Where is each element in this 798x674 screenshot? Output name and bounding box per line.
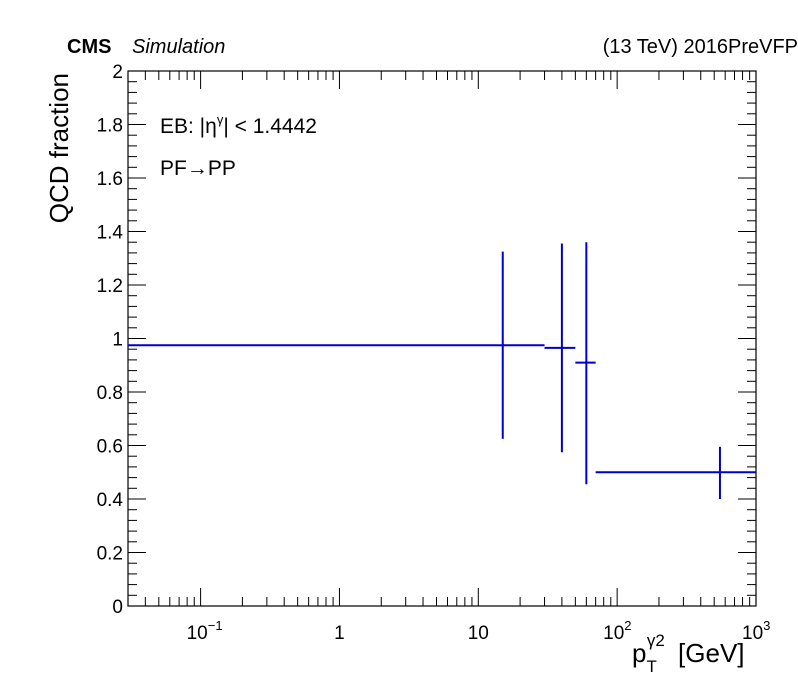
plot-frame [127,70,757,607]
x-tick-labels: 10−1 1 10 102 103 [187,618,771,644]
data-point [595,446,756,499]
y-tick-label: 1.2 [97,276,123,297]
data-points [128,242,756,499]
x-tick-label: 102 [603,618,631,644]
y-tick-label: 1.6 [97,169,123,190]
energy-label: (13 TeV) 2016PreVFP [603,36,798,58]
category-annotation: PF→PP [160,157,236,180]
y-tick-labels: 0 0.2 0.4 0.6 0.8 1 1.2 1.4 1.6 1.8 2 [97,62,124,618]
y-tick-label: 0.6 [97,437,123,458]
y-axis-title: QCD fraction [44,73,74,223]
y-tick-label: 0 [112,597,123,618]
x-tick-label: 10 [468,623,489,644]
x-tick-label: 10−1 [187,618,223,644]
x-tick-label: 103 [742,618,770,644]
region-annotation: EB: |ηγ| < 1.4442 [160,112,317,138]
y-tick-label: 1.4 [97,223,124,244]
y-tick-label: 0.2 [97,544,123,565]
x-tick-label: 1 [334,623,345,644]
y-tick-label: 0.8 [97,383,123,404]
x-axis-title: pTγ2 [GeV] [632,631,745,674]
axis-ticks [127,70,757,607]
data-point [544,243,576,453]
y-tick-label: 1 [112,330,123,351]
y-tick-label: 2 [112,62,123,83]
simulation-label: Simulation [132,36,225,58]
y-tick-label: 0.4 [97,490,124,511]
data-point [128,251,545,439]
experiment-label: CMS [67,36,111,58]
data-point [575,242,596,485]
y-tick-label: 1.8 [97,116,123,137]
